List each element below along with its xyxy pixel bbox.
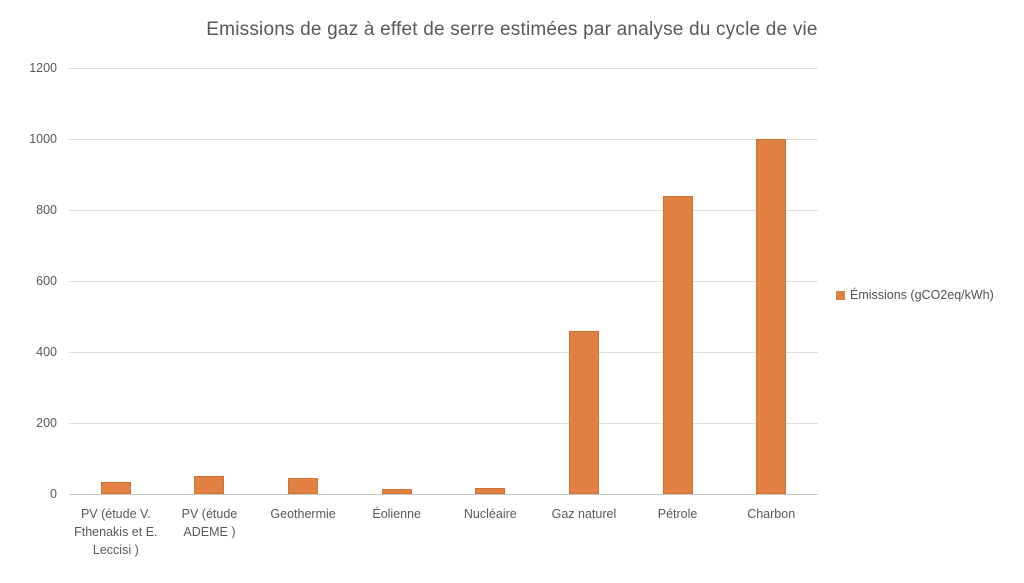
x-axis-label-3: Geothermie [270, 507, 336, 521]
x-axis-label-6: Gaz naturel [551, 507, 617, 521]
bar-charbon [756, 139, 787, 494]
bar-p-trole [662, 195, 693, 494]
legend-swatch-icon [836, 290, 845, 300]
y-axis-tick-200: 200 [36, 416, 57, 430]
bar-pv-tude-ademe [194, 476, 225, 494]
bar-olienne [381, 489, 412, 494]
x-axis-label-7: Pétrole [657, 507, 698, 521]
bar-gaz-naturel [568, 330, 599, 494]
y-axis-tick-1200: 1200 [29, 61, 57, 75]
gridline-0 [69, 494, 818, 495]
legend-label: Émissions (gCO2eq/kWh) [850, 288, 994, 302]
y-axis-tick-800: 800 [36, 203, 57, 217]
legend: Émissions (gCO2eq/kWh) [836, 288, 994, 302]
gridline-1200 [69, 68, 818, 69]
y-axis-tick-400: 400 [36, 345, 57, 359]
gridline-200 [69, 423, 818, 424]
y-axis-tick-1000: 1000 [29, 132, 57, 146]
y-axis-tick-600: 600 [36, 274, 57, 288]
bar-pv-tude-v-fthenakis-et-e-leccisi [100, 482, 131, 494]
gridline-800 [69, 210, 818, 211]
x-axis-label-5: Nucléaire [463, 507, 517, 521]
gridline-600 [69, 281, 818, 282]
chart-title: Emissions de gaz à effet de serre estimé… [206, 19, 818, 40]
gridline-1000 [69, 139, 818, 140]
x-axis-label-8: Charbon [747, 507, 796, 521]
bar-geothermie [288, 478, 319, 494]
x-axis-label-2: PV (étude ADEME ) [181, 507, 238, 539]
gridline-400 [69, 352, 818, 353]
x-axis-label-4: Éolienne [372, 507, 422, 521]
x-axis-label-1: PV (étude V. Fthenakis et E. Leccisi ) [74, 507, 158, 557]
y-axis-tick-0: 0 [50, 487, 57, 501]
bar-nucl-aire [475, 488, 506, 494]
